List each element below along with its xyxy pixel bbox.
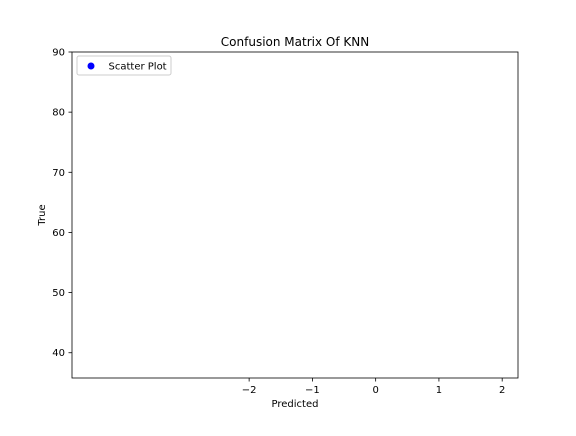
x-tick-label: −2: [242, 385, 257, 396]
x-tick-label: 1: [436, 385, 442, 396]
y-axis-ticks: 40 50 60 70 80 90: [52, 48, 72, 359]
y-axis-label: True: [37, 204, 48, 226]
legend-box: [76, 55, 172, 76]
x-tick-label: −1: [305, 385, 320, 396]
plot-frame: [71, 51, 519, 379]
y-tick-label: 90: [52, 48, 65, 59]
x-tick-label: 2: [499, 385, 505, 396]
y-tick-label: 70: [52, 168, 65, 179]
legend-label: Scatter Plot: [109, 62, 167, 73]
x-axis-ticks: −2 −1 0 1 2: [242, 378, 505, 396]
legend: Scatter Plot: [76, 55, 172, 76]
x-tick-label: 0: [372, 385, 378, 396]
y-tick-label: 80: [52, 108, 65, 119]
x-axis-label: Predicted: [272, 399, 319, 410]
y-tick-label: 50: [52, 288, 65, 299]
plot-area: [71, 51, 519, 379]
chart-title: Confusion Matrix Of KNN: [221, 35, 369, 49]
y-tick-label: 40: [52, 348, 65, 359]
legend-marker: [87, 62, 95, 70]
y-tick-label: 60: [52, 228, 65, 239]
